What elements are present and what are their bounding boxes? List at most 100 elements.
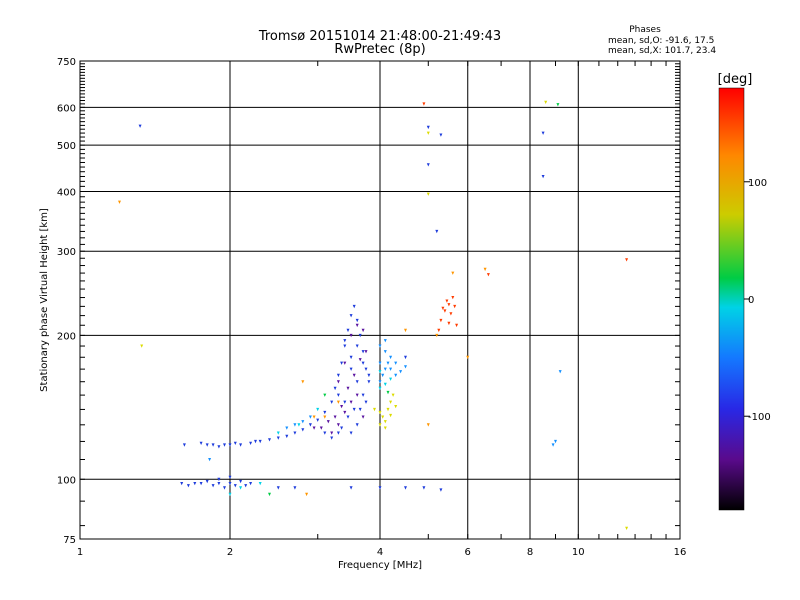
data-point (349, 367, 353, 371)
data-point (378, 386, 382, 391)
data-point (551, 443, 555, 447)
y-tick-label: 500 (57, 141, 76, 152)
data-point (386, 390, 390, 395)
data-point (223, 443, 226, 447)
data-point (199, 482, 203, 486)
data-point (217, 482, 221, 486)
data-point (217, 477, 221, 482)
data-point (451, 271, 455, 275)
data-point (239, 479, 243, 484)
data-point (355, 380, 359, 384)
data-point (276, 486, 280, 490)
data-point (249, 441, 253, 445)
data-point (211, 484, 215, 488)
data-point (455, 323, 459, 328)
data-point (386, 407, 390, 412)
y-tick-label: 75 (63, 535, 76, 546)
data-point (305, 492, 309, 497)
data-point (435, 333, 439, 338)
data-point (293, 431, 297, 435)
data-point (343, 339, 347, 343)
data-point (422, 102, 426, 106)
data-point (367, 380, 371, 384)
data-point (352, 304, 356, 309)
colorbar-unit: [deg] (718, 72, 753, 87)
phases-heading: Phases (629, 25, 661, 35)
data-point (422, 486, 426, 490)
data-point (383, 382, 387, 387)
data-point (205, 479, 209, 484)
y-axis-label: Stationary phase Virtual Height [km] (39, 208, 50, 392)
colorbar (718, 87, 745, 511)
data-point (244, 484, 248, 488)
data-point (330, 431, 334, 435)
data-point (445, 299, 449, 303)
data-point (228, 492, 232, 497)
data-point (301, 380, 305, 384)
data-point (426, 125, 430, 130)
y-tick-label: 750 (57, 57, 76, 68)
data-point (336, 380, 340, 384)
data-point (358, 333, 362, 338)
data-point (389, 377, 393, 381)
data-point (389, 367, 393, 371)
data-point (361, 361, 365, 365)
data-point (333, 415, 337, 419)
data-point (336, 393, 340, 397)
data-point (228, 482, 232, 486)
data-point (312, 426, 316, 430)
data-point (426, 423, 430, 427)
data-point (358, 407, 362, 412)
x-tick-label: 16 (674, 547, 687, 558)
data-point (323, 393, 327, 397)
data-point (361, 415, 365, 419)
data-point (297, 423, 301, 427)
data-point (343, 410, 347, 415)
data-point (355, 393, 359, 397)
data-point (361, 393, 365, 397)
data-point (330, 400, 334, 404)
chart-subtitle: RwPretec (8p) (334, 42, 425, 57)
data-point (343, 400, 347, 404)
data-points (118, 100, 629, 530)
data-point (138, 124, 142, 128)
data-point (378, 370, 382, 374)
data-point (541, 175, 545, 179)
data-point (389, 413, 393, 418)
data-point (383, 367, 387, 371)
y-tick-label: 300 (57, 247, 76, 258)
colorbar-tick-label: 100 (748, 178, 767, 189)
y-tick-label: 400 (57, 187, 76, 198)
data-point (554, 439, 557, 444)
data-point (441, 306, 445, 310)
data-point (319, 426, 323, 430)
data-point (361, 328, 365, 333)
data-point (381, 373, 385, 378)
data-point (383, 420, 387, 424)
data-point (276, 431, 280, 435)
colorbar-tick-label: -100 (748, 412, 771, 423)
data-point (140, 344, 144, 348)
phases-mean-x: mean, sd,X: 101.7, 23.4 (608, 46, 716, 56)
data-point (361, 350, 365, 354)
data-point (373, 407, 376, 412)
data-point (349, 355, 353, 360)
data-point (439, 133, 443, 137)
data-point (268, 438, 271, 442)
data-point (378, 361, 382, 365)
data-point (349, 431, 353, 435)
data-point (486, 273, 490, 277)
data-point (336, 400, 340, 404)
data-point (323, 415, 327, 419)
data-point (285, 434, 289, 439)
data-point (326, 420, 330, 424)
x-tick-label: 1 (77, 547, 83, 558)
data-point (381, 415, 385, 419)
data-point (193, 482, 197, 486)
data-point (268, 492, 271, 497)
data-point (340, 361, 344, 365)
data-point (404, 328, 407, 333)
data-point (217, 445, 221, 449)
data-point (364, 350, 368, 354)
data-point (349, 333, 353, 338)
